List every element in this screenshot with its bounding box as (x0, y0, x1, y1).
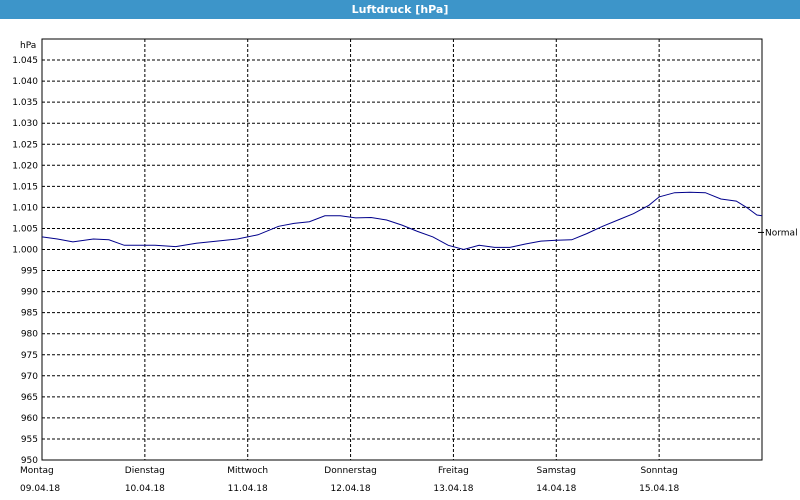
x-tick-label-day: Freitag (438, 466, 469, 476)
y-tick-label: 965 (21, 393, 38, 403)
x-tick-label-date: 15.04.18 (639, 484, 679, 494)
y-tick-label: 990 (21, 288, 38, 298)
x-tick-label-date: 12.04.18 (331, 484, 371, 494)
y-tick-label: 1.025 (12, 140, 38, 150)
y-tick-label: 1.010 (12, 203, 38, 213)
reference-label: Normal (765, 228, 798, 238)
x-tick-label-day: Samstag (537, 466, 576, 476)
series (41, 191, 763, 251)
plot-frame (41, 38, 763, 461)
y-tick-label: 970 (21, 372, 38, 382)
y-tick-label: 950 (21, 456, 38, 466)
x-tick-label-date: 13.04.18 (433, 484, 473, 494)
y-tick-label: 1.045 (12, 56, 38, 66)
x-tick-label-day: Mittwoch (227, 466, 268, 476)
y-tick-label: 1.000 (12, 246, 38, 256)
axes (41, 38, 763, 461)
x-tick-label-date: 11.04.18 (228, 484, 268, 494)
y-tick-label: 975 (21, 351, 38, 361)
x-tick-label-day: Montag (20, 466, 54, 476)
chart-title: Luftdruck [hPa] (0, 0, 800, 19)
y-tick-labels: 950 955 960 965 970 975 980 985 990 995 1.000 1.005… (12, 56, 38, 466)
y-tick-label: 985 (21, 309, 38, 319)
x-tick-label-date: 09.04.18 (20, 484, 60, 494)
y-tick-label: 1.015 (12, 182, 38, 192)
y-tick-label: 1.040 (12, 77, 38, 87)
x-tick-label-date: 14.04.18 (536, 484, 576, 494)
y-tick-label: 995 (21, 267, 38, 277)
x-tick-label-date: 10.04.18 (125, 484, 165, 494)
series-line (41, 191, 763, 251)
pressure-chart: 950 955 960 965 970 975 980 985 990 995 1.000 1.005… (12, 38, 798, 494)
x-tick-label-day: Donnerstag (324, 466, 377, 476)
y-axis-label: hPa (20, 41, 36, 51)
reference: Normal (758, 228, 798, 238)
y-tick-label: 980 (21, 330, 38, 340)
y-tick-label: 955 (21, 435, 38, 445)
x-tick-label-day: Sonntag (640, 466, 677, 476)
y-tick-label: 1.020 (12, 161, 38, 171)
grid (42, 39, 762, 460)
y-tick-label: 1.030 (12, 119, 38, 129)
x-tick-label-day: Dienstag (125, 466, 165, 476)
y-tick-label: 1.005 (12, 224, 38, 234)
x-tick-labels: Montag 09.04.18 Dienstag 10.04.18 Mittwoch 11… (20, 466, 679, 494)
y-tick-label: 960 (21, 414, 38, 424)
y-tick-label: 1.035 (12, 98, 38, 108)
